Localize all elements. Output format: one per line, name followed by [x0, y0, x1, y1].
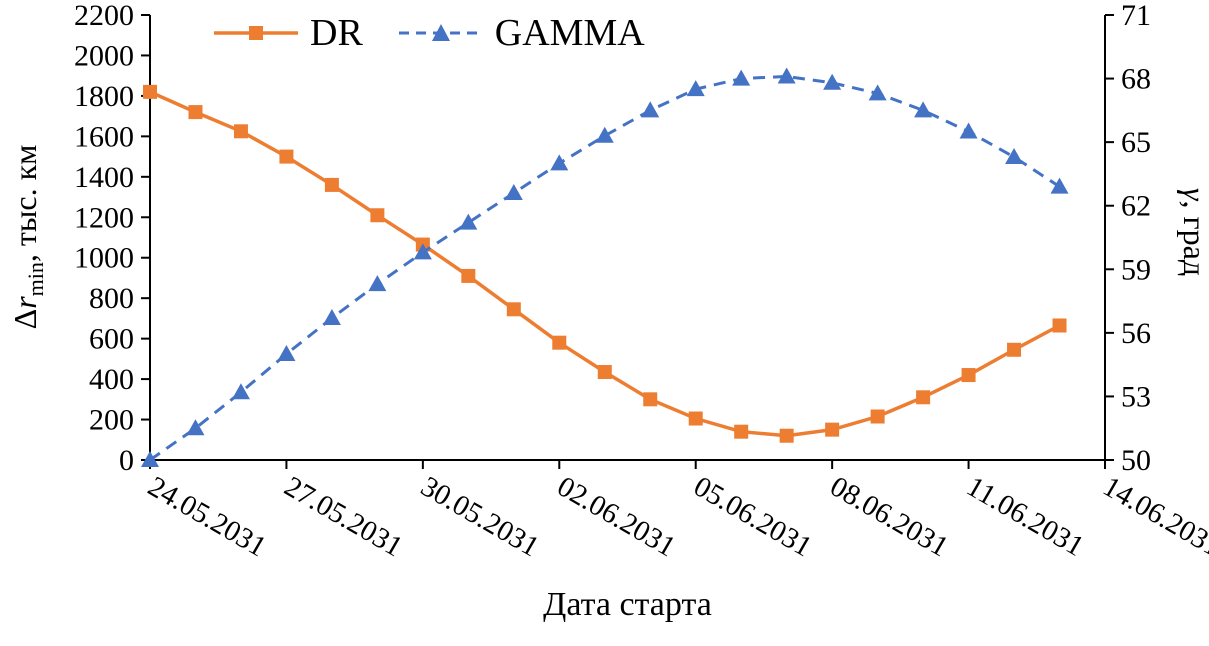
series-dr-marker — [324, 177, 339, 192]
series-gamma-marker — [231, 383, 250, 400]
series-dr-marker — [825, 422, 840, 437]
series-gamma-marker — [368, 275, 387, 292]
y-left-tick-label: 1200 — [74, 201, 134, 234]
x-tick-label: 11.06.2031 — [961, 470, 1089, 562]
series-gamma-marker — [595, 126, 614, 143]
series-dr-marker — [279, 149, 294, 164]
y-left-tick-label: 200 — [89, 404, 134, 437]
series-dr-marker — [370, 208, 385, 223]
series-dr-marker — [597, 365, 612, 380]
x-tick-label: 14.06.2031 — [1098, 470, 1209, 563]
series-gamma-marker — [1050, 177, 1069, 194]
y-right-tick-label: 71 — [1121, 0, 1151, 32]
y-right-tick-label: 62 — [1121, 190, 1151, 223]
series-dr-marker — [1007, 342, 1022, 357]
series-dr-marker — [461, 268, 476, 283]
series-dr-marker — [233, 124, 248, 139]
legend-item-dr: DR — [212, 14, 363, 52]
series-dr-marker — [688, 411, 703, 426]
y-left-tick-label: 1800 — [74, 80, 134, 113]
y-right-tick-label: 53 — [1121, 380, 1151, 413]
y-right-axis-title: γ, град — [1177, 188, 1209, 276]
y-right-tick-label: 65 — [1121, 126, 1151, 159]
series-dr-line — [149, 90, 1061, 438]
series-gamma-marker — [1005, 147, 1024, 164]
y-left-tick-label: 400 — [89, 363, 134, 396]
legend-label-dr: DR — [310, 12, 363, 54]
x-axis-title: Дата старта — [543, 586, 712, 623]
y-left-axis-title: Δrmin, тыс. км — [7, 145, 48, 330]
series-gamma-marker — [141, 451, 159, 467]
y-left-tick-label: 2200 — [74, 0, 134, 32]
series-gamma-marker — [186, 419, 205, 436]
x-tick-label: 30.05.2031 — [415, 470, 544, 563]
series-dr-marker — [1052, 318, 1067, 333]
series-gamma-marker — [823, 73, 842, 90]
y-right-tick-label: 59 — [1121, 253, 1151, 286]
y-left-tick-label: 1000 — [74, 242, 134, 275]
x-tick-label: 05.06.2031 — [688, 470, 817, 563]
series-dr-marker — [643, 392, 658, 407]
series-gamma-marker — [641, 101, 660, 118]
y-left-tick-label: 1600 — [74, 120, 134, 153]
y-left-tick-label: 0 — [119, 444, 134, 477]
series-gamma-marker — [277, 345, 296, 362]
series-dr-marker — [961, 368, 976, 383]
series-dr-marker — [870, 409, 885, 424]
legend-swatch-gamma — [398, 24, 483, 41]
y-right-tick-label: 50 — [1121, 444, 1151, 477]
series-dr-marker — [916, 390, 931, 405]
series-gamma-marker — [777, 67, 796, 84]
series-dr-marker — [734, 424, 749, 439]
y-right-tick-label: 68 — [1121, 63, 1151, 96]
series-gamma-marker — [459, 213, 478, 230]
series-dr-marker — [552, 335, 567, 350]
series-dr-marker — [506, 302, 521, 317]
series-dr-marker — [779, 428, 794, 443]
legend-swatch-dr — [214, 26, 298, 40]
series-gamma-marker — [322, 309, 341, 326]
x-tick-label: 27.05.2031 — [279, 470, 408, 563]
x-tick-label: 02.06.2031 — [552, 470, 681, 563]
series-gamma-marker — [732, 69, 751, 86]
series-gamma-marker — [504, 184, 523, 200]
y-left-tick-label: 1400 — [74, 161, 134, 194]
series-gamma-marker — [959, 122, 978, 139]
dr-square-marker-icon — [249, 26, 263, 40]
y-left-tick-label: 600 — [89, 323, 134, 356]
legend-item-gamma: GAMMA — [397, 14, 645, 52]
gamma-triangle-marker-icon — [431, 24, 450, 41]
series-gamma-marker — [550, 154, 569, 171]
series-gamma-marker — [413, 243, 432, 260]
legend-label-gamma: GAMMA — [494, 12, 645, 54]
series-gamma-marker — [914, 101, 933, 118]
y-left-tick-label: 2000 — [74, 39, 134, 72]
x-tick-label: 24.05.2031 — [143, 470, 272, 563]
x-tick-label: 08.06.2031 — [825, 470, 954, 563]
series-gamma-marker — [868, 84, 887, 101]
series-dr-marker — [143, 84, 157, 99]
series-gamma-marker — [686, 80, 705, 97]
series-dr-marker — [188, 105, 203, 120]
legend: DR GAMMA — [212, 14, 645, 52]
y-right-tick-label: 56 — [1121, 317, 1151, 350]
y-left-tick-label: 800 — [89, 282, 134, 315]
